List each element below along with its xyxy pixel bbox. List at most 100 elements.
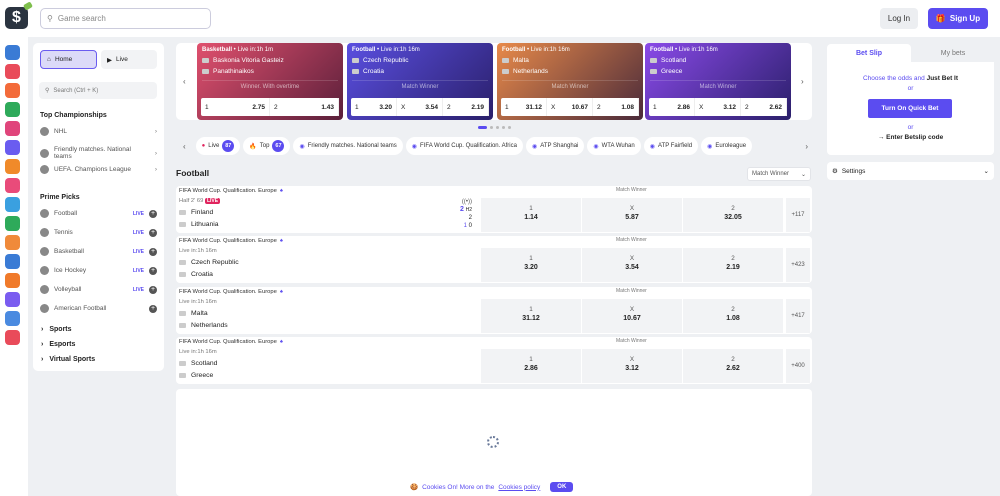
filter-chip[interactable]: ◉ ATP Fairfield (643, 137, 699, 155)
prime-pick-item[interactable]: Ice Hockey LIVE + (40, 266, 157, 275)
odds-button[interactable]: X 3.12 (582, 349, 682, 383)
filter-chip[interactable]: ● Live 87 (195, 137, 241, 155)
filter-chip[interactable]: ◉ ATP Shanghai (525, 137, 585, 155)
league-name[interactable]: FIFA World Cup. Qualification. Europe ♠ (179, 238, 283, 244)
match-row[interactable]: FIFA World Cup. Qualification. Europe ♠ Li… (176, 236, 812, 283)
featured-match-card[interactable]: Football • Live in:1h 16m Czech Republic C… (347, 43, 493, 120)
prime-pick-item[interactable]: Tennis LIVE + (40, 228, 157, 237)
collapsible-virtual-sports[interactable]: › Virtual Sports (41, 356, 95, 363)
more-markets-button[interactable]: +417 (786, 299, 810, 333)
nav-home[interactable]: ⌂ Home (40, 50, 97, 69)
odds-button[interactable]: X 3.54 (397, 98, 443, 116)
login-button[interactable]: Log In (880, 8, 918, 29)
logo[interactable]: $ (5, 7, 28, 29)
tab-my-bets[interactable]: My bets (940, 49, 966, 57)
game-category-icon[interactable] (5, 292, 20, 307)
odds-button[interactable]: 2 1.08 (683, 299, 783, 333)
championship-item[interactable]: UEFA. Champions League › (40, 165, 157, 174)
championship-item[interactable]: Friendly matches. National teams › (40, 146, 157, 160)
game-category-icon[interactable] (5, 140, 20, 155)
collapsible-esports[interactable]: › Esports (41, 341, 75, 348)
carousel-prev-icon[interactable]: ‹ (183, 77, 186, 86)
filter-chip[interactable]: 🔥 Top 67 (243, 137, 291, 155)
add-icon[interactable]: + (149, 228, 157, 237)
more-markets-button[interactable]: +423 (786, 248, 810, 282)
featured-match-card[interactable]: Basketball • Live in:1h 1m Baskonia Vitor… (197, 43, 343, 120)
odds-button[interactable]: 1 3.20 (351, 98, 397, 116)
more-markets-button[interactable]: +400 (786, 349, 810, 383)
carousel-dots[interactable] (478, 126, 511, 129)
odds-button[interactable]: 1 2.86 (649, 98, 695, 116)
add-icon[interactable]: + (149, 247, 157, 256)
featured-match-card[interactable]: Football • Live in:1h 16m Malta Netherland… (497, 43, 643, 120)
odds-button[interactable]: 2 32.05 (683, 198, 783, 232)
odds-button[interactable]: 1 3.20 (481, 248, 581, 282)
game-category-icon[interactable] (5, 254, 20, 269)
league-name[interactable]: FIFA World Cup. Qualification. Europe ♠ (179, 289, 283, 295)
game-category-icon[interactable] (5, 64, 20, 79)
league-name[interactable]: FIFA World Cup. Qualification. Europe ♠ (179, 188, 283, 194)
game-category-icon[interactable] (5, 178, 20, 193)
quick-bet-button[interactable]: Turn On Quick Bet (868, 99, 952, 118)
game-category-icon[interactable] (5, 273, 20, 288)
prime-pick-item[interactable]: Basketball LIVE + (40, 247, 157, 256)
odds-button[interactable]: 2 2.19 (443, 98, 489, 116)
prime-pick-item[interactable]: Volleyball LIVE + (40, 285, 157, 294)
odds-button[interactable]: 1 31.12 (501, 98, 547, 116)
odds-button[interactable]: X 10.67 (547, 98, 593, 116)
game-category-icon[interactable] (5, 216, 20, 231)
match-row[interactable]: FIFA World Cup. Qualification. Europe ♠ Li… (176, 337, 812, 384)
market-select[interactable]: Match Winner ⌄ (747, 167, 811, 181)
game-category-icon[interactable] (5, 235, 20, 250)
nav-live[interactable]: ▶ Live (101, 50, 157, 69)
chips-next-icon[interactable]: › (805, 141, 808, 151)
odds-button[interactable]: 2 1.08 (593, 98, 639, 116)
game-category-icon[interactable] (5, 83, 20, 98)
odds-button[interactable]: 2 2.62 (683, 349, 783, 383)
odds-button[interactable]: 1 1.14 (481, 198, 581, 232)
game-category-icon[interactable] (5, 121, 20, 136)
more-markets-button[interactable]: +117 (786, 198, 810, 232)
add-icon[interactable]: + (149, 304, 157, 313)
championship-item[interactable]: NHL › (40, 127, 157, 136)
odds-button[interactable]: 1 2.86 (481, 349, 581, 383)
cookie-ok-button[interactable]: OK (550, 482, 574, 492)
game-category-icon[interactable] (5, 45, 20, 60)
match-row[interactable]: FIFA World Cup. Qualification. Europe ♠ Ha… (176, 186, 812, 233)
signup-button[interactable]: 🎁 Sign Up (928, 8, 988, 29)
odds-button[interactable]: X 3.54 (582, 248, 682, 282)
odds-button[interactable]: X 3.12 (695, 98, 741, 116)
cookies-policy-link[interactable]: Cookies policy (498, 483, 541, 491)
add-icon[interactable]: + (149, 209, 157, 218)
match-row[interactable]: FIFA World Cup. Qualification. Europe ♠ Li… (176, 287, 812, 334)
game-category-icon[interactable] (5, 197, 20, 212)
odds-button[interactable]: X 5.87 (582, 198, 682, 232)
carousel-next-icon[interactable]: › (801, 77, 804, 86)
settings-dropdown[interactable]: ⚙ Settings ⌄ (827, 162, 994, 180)
filter-chip[interactable]: ◉ FIFA World Cup. Qualification. Africa (405, 137, 523, 155)
game-search-input[interactable]: ⚲ Game search (40, 8, 211, 29)
tab-bet-slip[interactable]: Bet Slip (827, 44, 911, 62)
odds-button[interactable]: 1 31.12 (481, 299, 581, 333)
collapsible-sports[interactable]: › Sports (41, 326, 72, 333)
filter-chip[interactable]: ◉ Euroleague (701, 137, 753, 155)
add-icon[interactable]: + (149, 285, 157, 294)
game-category-icon[interactable] (5, 159, 20, 174)
prime-pick-item[interactable]: Football LIVE + (40, 209, 157, 218)
game-category-icon[interactable] (5, 311, 20, 326)
add-icon[interactable]: + (149, 266, 157, 275)
enter-betslip-code-link[interactable]: → Enter Betslip code (877, 134, 944, 141)
filter-chip[interactable]: ◉ Friendly matches. National teams (293, 137, 403, 155)
game-category-icon[interactable] (5, 102, 20, 117)
filter-chip[interactable]: ◉ WTA Wuhan (587, 137, 641, 155)
league-name[interactable]: FIFA World Cup. Qualification. Europe ♠ (179, 339, 283, 345)
odds-button[interactable]: 2 2.62 (741, 98, 787, 116)
prime-pick-item[interactable]: American Football + (40, 304, 157, 313)
chips-prev-icon[interactable]: ‹ (183, 141, 186, 151)
odds-button[interactable]: 1 2.75 (201, 98, 270, 116)
odds-button[interactable]: 2 1.43 (270, 98, 339, 116)
sidebar-search-input[interactable]: ⚲ Search (Ctrl + K) (39, 82, 157, 99)
game-category-icon[interactable] (5, 330, 20, 345)
featured-match-card[interactable]: Football • Live in:1h 16m Scotland Greece M… (645, 43, 791, 120)
odds-button[interactable]: X 10.67 (582, 299, 682, 333)
